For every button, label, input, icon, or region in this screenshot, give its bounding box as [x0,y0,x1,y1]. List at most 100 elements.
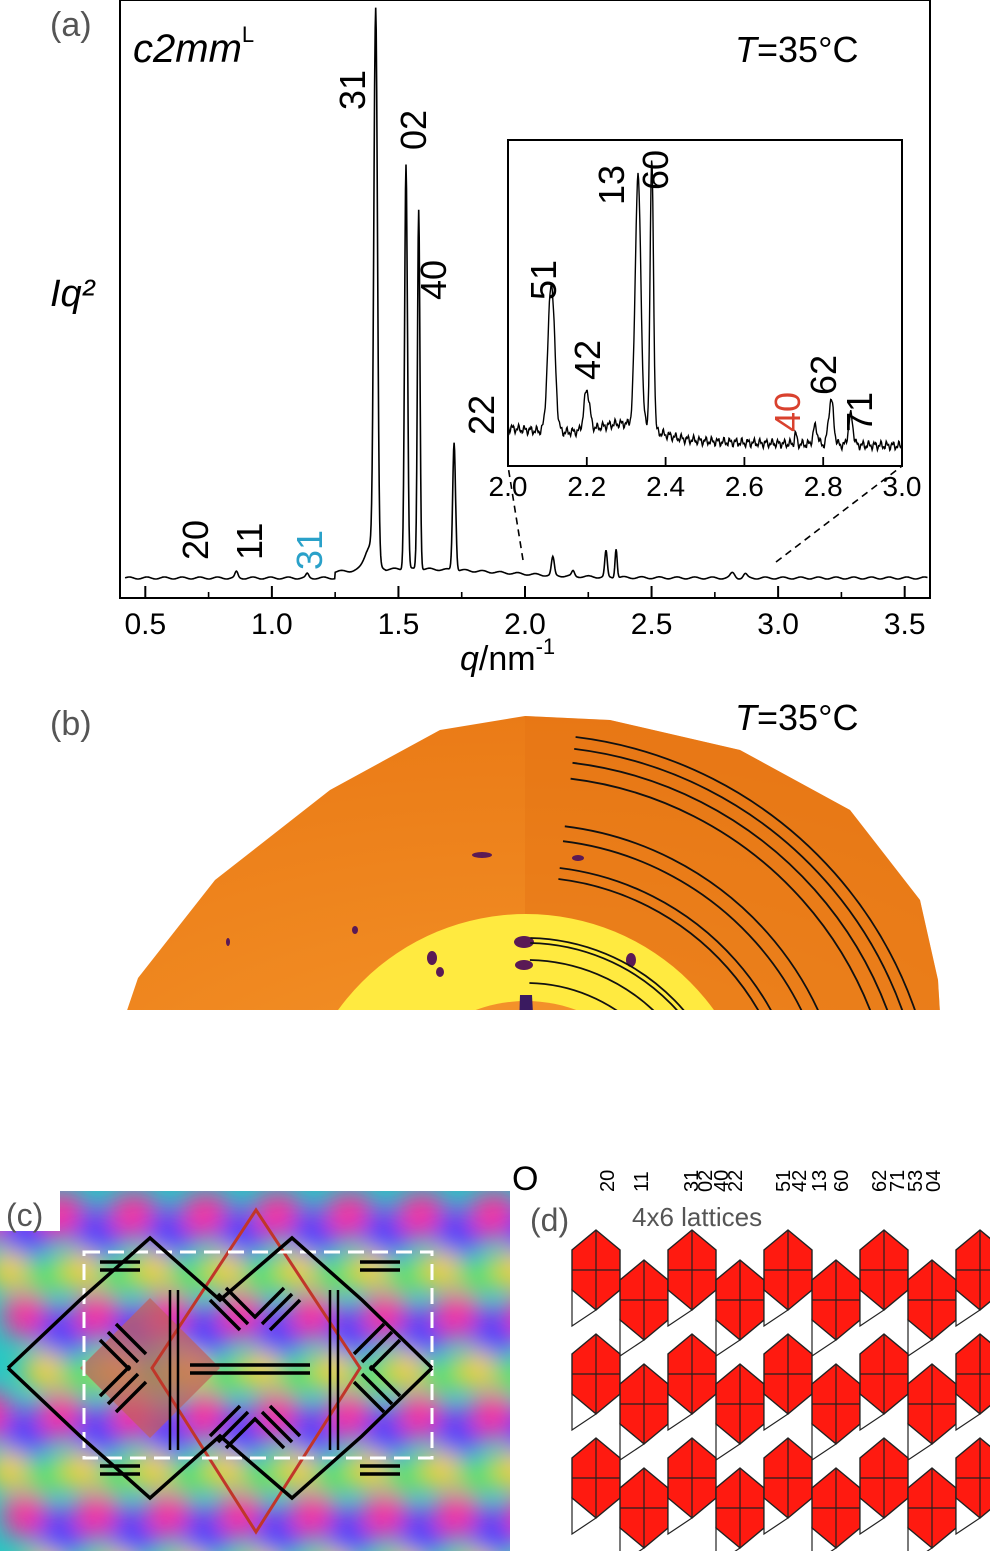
density-blob [420,1250,460,1290]
tile-triangle [811,1422,838,1462]
indexing-ring [530,937,685,1010]
density-blob [360,1209,412,1261]
panel-c-label-bg [0,1191,60,1231]
density-blob [0,1450,28,1490]
density-blob [36,1309,88,1361]
x-axis-label: q/nm-1 [460,634,555,678]
x-tick-label: 2.5 [631,608,673,641]
indexing-ring [570,777,872,1010]
zoom-guide-left [507,465,524,561]
density-blob [468,1509,510,1551]
density-blob [504,1418,510,1452]
x-tick-label: 2.0 [504,608,546,641]
tile-triangle [715,1526,742,1551]
density-blob [98,1257,134,1293]
indexing-ring [564,825,819,1010]
indexing-ring [529,982,618,1010]
density-blob [506,1501,510,1529]
density-blob [384,1350,424,1390]
density-blob [0,1409,52,1461]
ring-label: 62 [869,1170,891,1192]
tile-triangle [859,1496,886,1536]
tile-triangle [763,1496,790,1536]
inset-peak-label: 62 [803,355,844,395]
main-peak-labels: 20 11 31 31 02 40 22 [175,70,502,570]
tile-triangle [619,1422,646,1462]
indexing-ring [529,959,655,1010]
density-blob [216,1209,268,1261]
ring-label: 60 [831,1170,853,1192]
ring-label: 40 [711,1170,733,1192]
inset-tick-label: 2.0 [489,471,528,502]
density-blob [468,1309,510,1361]
indexing-ring [572,761,889,1010]
tile-triangle [955,1392,982,1432]
density-blob [492,1250,510,1290]
panel-c-density-map: (c) [0,1191,510,1551]
density-blob [314,1457,350,1493]
electron-density-blobs [0,1191,510,1551]
density-blob [26,1457,62,1493]
density-blob [204,1450,244,1490]
tile-triangle [571,1496,598,1536]
tile-triangle [715,1422,742,1462]
phase-label: c2mmL [133,22,254,71]
tile-triangle [811,1526,838,1551]
density-blob [506,1301,510,1329]
density-blob [0,1250,28,1290]
tile-triangle [907,1422,934,1462]
panel-d-title: 4x6 lattices [632,1202,762,1232]
tile-triangle [907,1318,934,1358]
density-blob [170,1457,206,1493]
inset-peak-label: 13 [591,165,632,205]
density-blob [242,1457,278,1493]
panel-d-tiling: (d) 4x6 lattices [530,1202,990,1551]
ring-label: 20 [597,1170,619,1192]
density-blob [456,1350,496,1390]
panel-c-label: (c) [6,1197,43,1233]
indexing-ring [574,748,904,1010]
temperature-label-a: T=35°C [735,29,858,70]
ring-label: 71 [887,1170,909,1192]
inset-peak-label: 60 [635,150,676,190]
density-blob [204,1250,244,1290]
inset-curve [507,160,902,453]
density-blob [348,1450,388,1490]
density-blob [144,1209,196,1261]
diffraction-pattern [100,716,942,1010]
density-blob [386,1257,422,1293]
panel-a-chart: (a) c2mmL T=35°C Iq² 0.5 1.0 1.5 2.0 2.5 3.0 3… [50,0,931,678]
ring-label: 22 [725,1170,747,1192]
x-tick-label: 3.0 [757,608,799,641]
inset-tick-label: 2.2 [567,471,606,502]
indexing-rings [529,736,916,1010]
inset-axis-ticks: 2.0 2.2 2.4 2.6 2.8 3.0 [489,457,921,502]
density-blob [504,1218,510,1252]
inset-peak-label: 71 [839,392,880,432]
x-tick-label: 1.5 [378,608,420,641]
dashed-rectangular-cell [82,1250,434,1460]
tile-triangle [811,1318,838,1358]
x-axis-ticks: 0.5 1.0 1.5 2.0 2.5 3.0 3.5 [124,586,926,641]
panel-d-label: (d) [530,1202,569,1238]
x-tick-label: 0.5 [124,608,166,641]
ring-label: 02 [695,1170,717,1192]
tiling-pattern [571,1229,990,1551]
tile-triangle [859,1288,886,1328]
y-axis-label: Iq² [50,273,96,315]
density-blob [60,1450,100,1490]
density-blob [278,1357,314,1393]
peak-label: 40 [413,260,454,300]
peak-label: 31 [332,70,373,110]
tile-triangle [667,1496,694,1536]
indexing-ring [530,942,678,1010]
density-blob [458,1257,494,1293]
density-blob [240,1350,280,1390]
tile-triangle [859,1392,886,1432]
tile-triangle [955,1288,982,1328]
tile-triangle [763,1288,790,1328]
density-blob [132,1250,172,1290]
